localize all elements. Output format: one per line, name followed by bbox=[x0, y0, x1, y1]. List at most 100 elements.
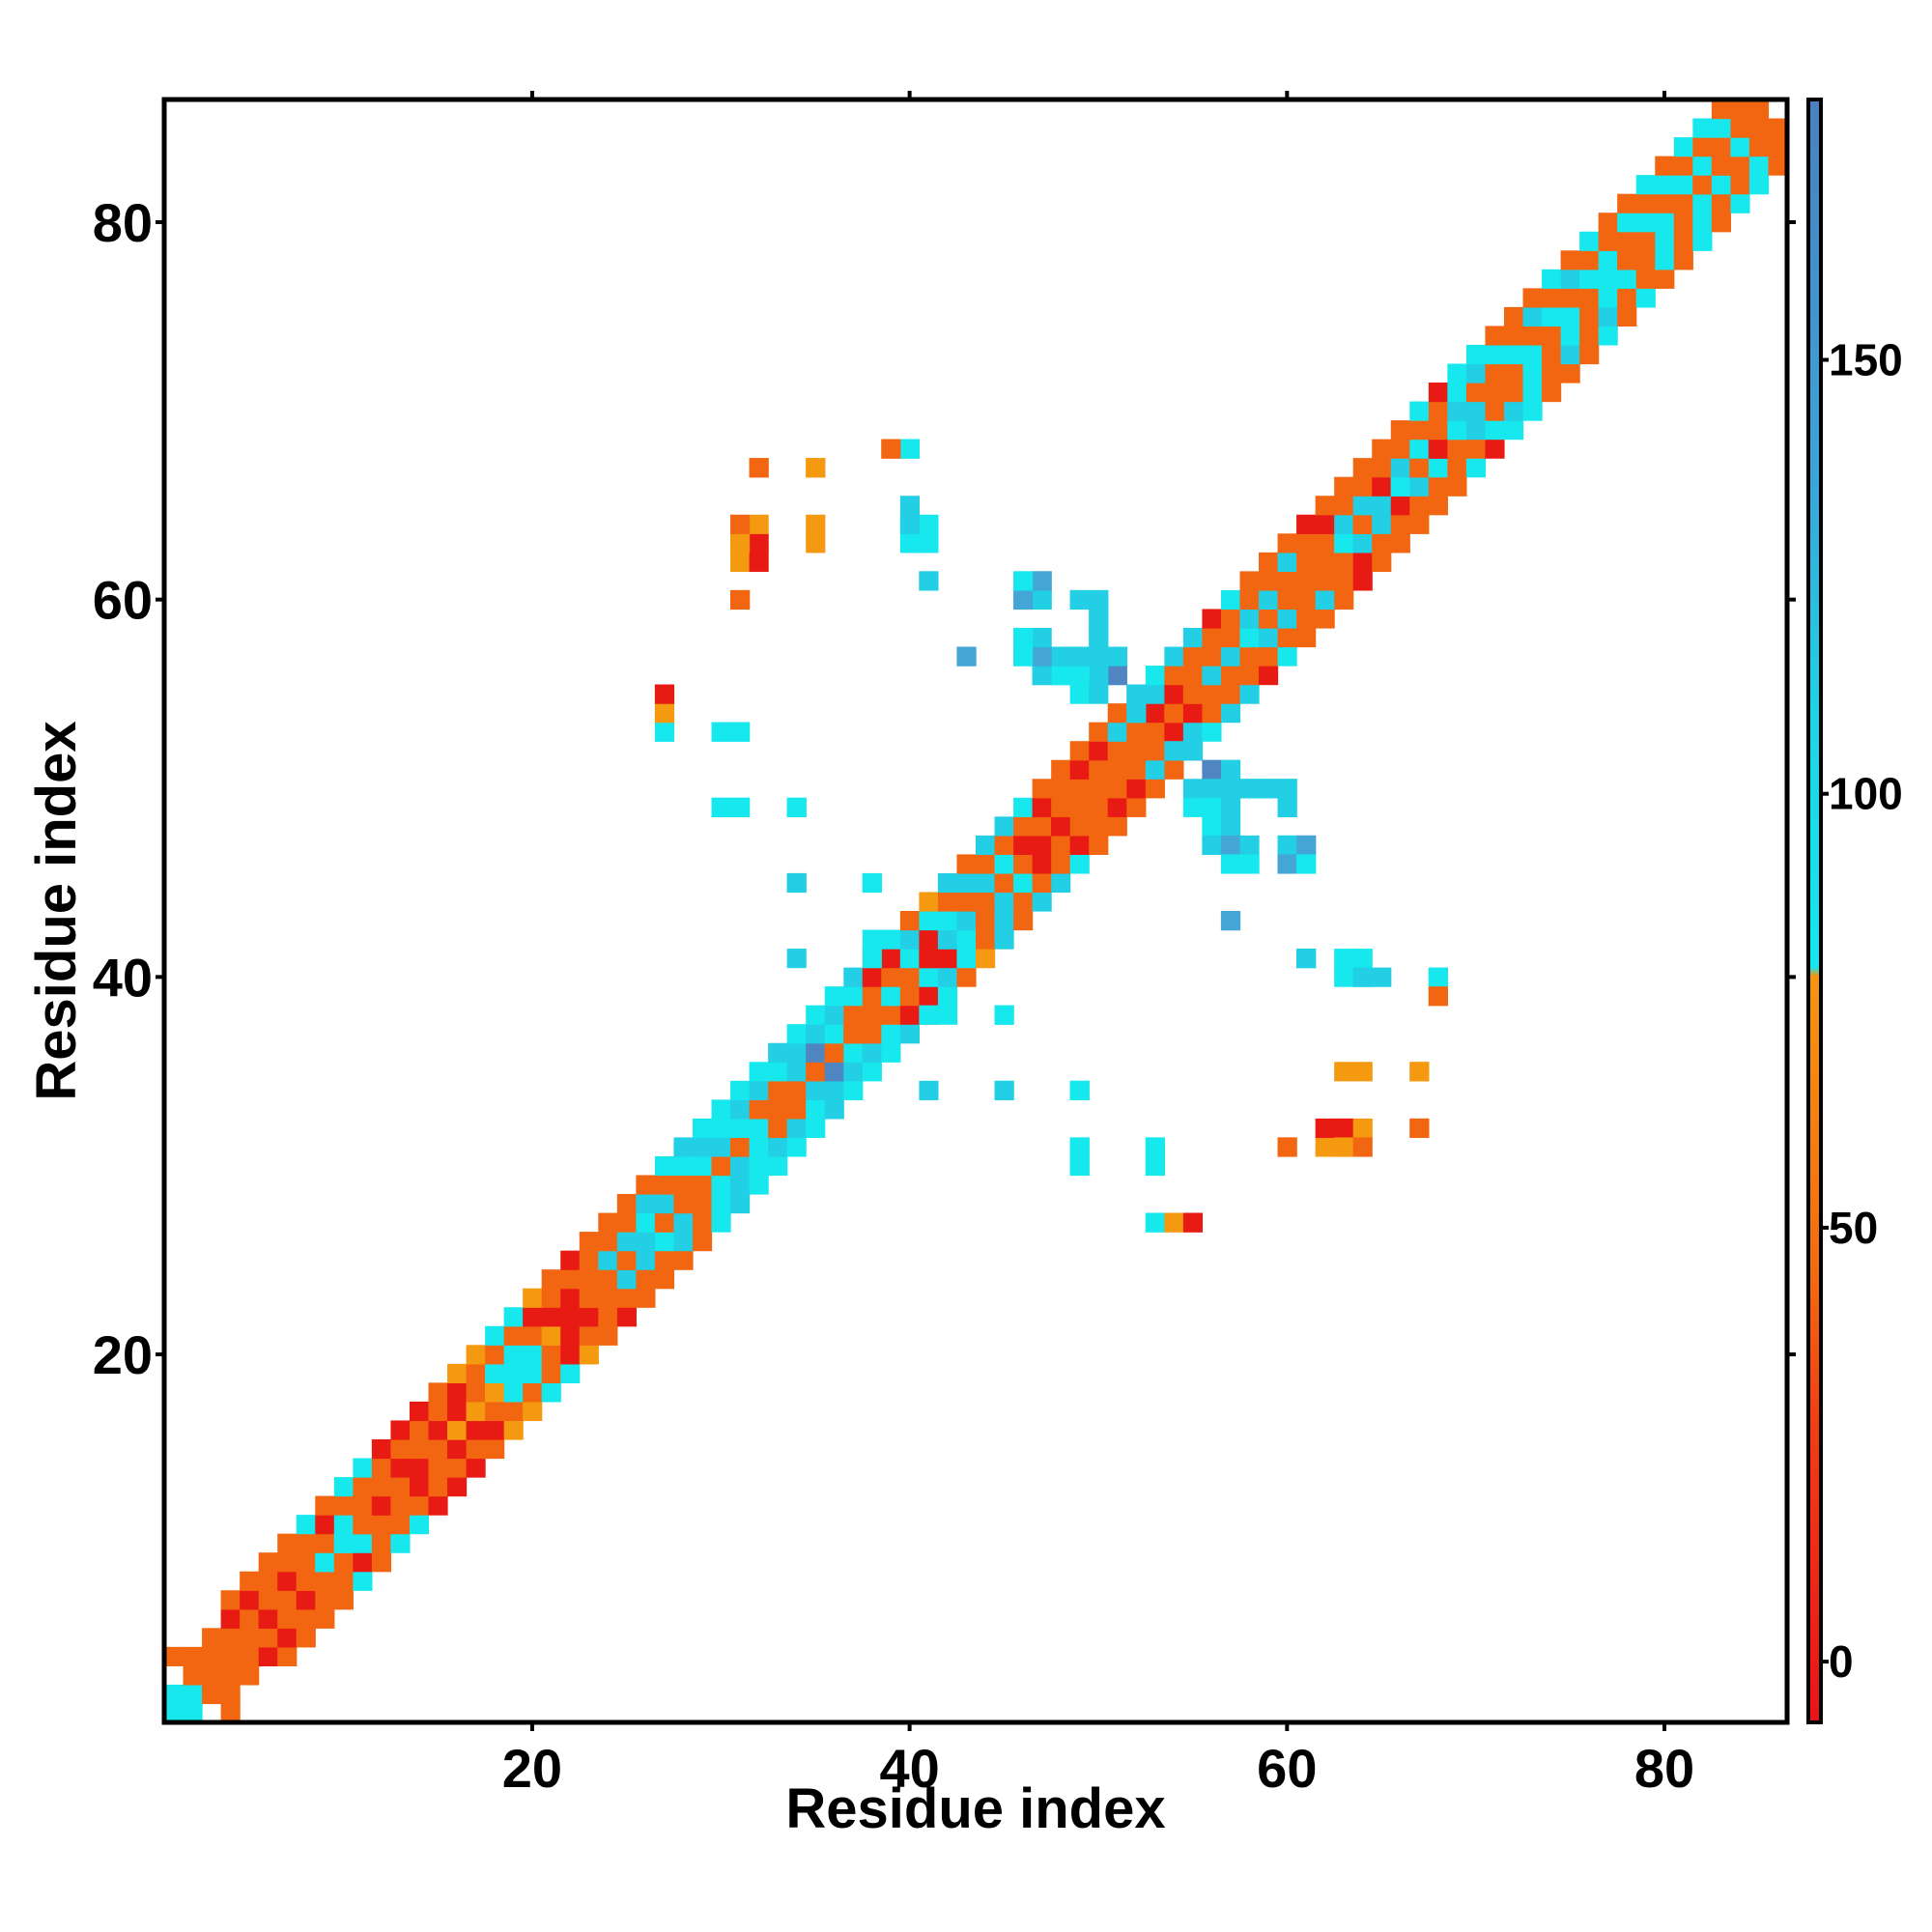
heatmap-cell bbox=[1372, 967, 1392, 987]
heatmap-cell bbox=[1089, 609, 1109, 629]
heatmap-cell bbox=[1768, 156, 1788, 176]
heatmap-cell bbox=[1069, 854, 1090, 874]
heatmap-cell bbox=[258, 1608, 278, 1629]
heatmap-cell bbox=[1182, 1212, 1204, 1233]
heatmap-cell bbox=[1277, 533, 1297, 554]
heatmap-cell bbox=[711, 1175, 731, 1195]
heatmap-cell bbox=[786, 1062, 807, 1082]
heatmap-cell bbox=[409, 1495, 430, 1516]
heatmap-cell bbox=[654, 1194, 675, 1214]
heatmap-cell bbox=[1277, 1137, 1297, 1157]
heatmap-cell bbox=[409, 1477, 430, 1497]
heatmap-cell bbox=[277, 1646, 298, 1666]
heatmap-cell bbox=[277, 1628, 298, 1648]
heatmap-cell bbox=[1051, 854, 1071, 874]
heatmap-cell bbox=[1711, 213, 1731, 233]
heatmap-cell bbox=[1372, 533, 1392, 554]
heatmap-cell bbox=[1617, 213, 1637, 233]
heatmap-cell bbox=[1655, 269, 1675, 289]
heatmap-cell bbox=[503, 1307, 524, 1327]
heatmap-cell bbox=[1352, 967, 1373, 987]
heatmap-cell bbox=[1730, 137, 1750, 157]
heatmap-cell bbox=[1522, 326, 1543, 346]
heatmap-cell bbox=[1277, 609, 1297, 629]
heatmap-cell bbox=[1409, 401, 1430, 421]
heatmap-cell bbox=[1428, 496, 1448, 516]
heatmap-cell bbox=[749, 1118, 769, 1139]
heatmap-cell bbox=[598, 1212, 618, 1233]
heatmap-cell bbox=[1711, 137, 1731, 157]
heatmap-cell bbox=[1277, 627, 1297, 648]
heatmap-cell bbox=[1220, 816, 1241, 837]
heatmap-cell bbox=[749, 458, 769, 478]
heatmap-cell bbox=[1032, 779, 1052, 799]
heatmap-cell bbox=[1372, 476, 1392, 497]
heatmap-cell bbox=[899, 911, 920, 931]
heatmap-cell bbox=[1220, 911, 1241, 931]
heatmap-cell bbox=[1390, 476, 1410, 497]
heatmap-cell bbox=[466, 1401, 486, 1422]
heatmap-cell bbox=[1352, 1118, 1373, 1139]
heatmap-cell bbox=[1182, 684, 1204, 704]
heatmap-cell bbox=[1409, 458, 1430, 478]
heatmap-cell bbox=[560, 1307, 581, 1327]
heatmap-cell bbox=[1372, 514, 1392, 534]
heatmap-cell bbox=[636, 1250, 656, 1270]
heatmap-cell bbox=[447, 1363, 468, 1383]
heatmap-cell bbox=[1635, 231, 1656, 251]
heatmap-cell bbox=[919, 967, 939, 987]
heatmap-cell bbox=[1372, 496, 1392, 516]
heatmap-cell bbox=[1692, 137, 1713, 157]
heatmap-cell bbox=[1315, 533, 1335, 554]
heatmap-cell bbox=[1032, 816, 1052, 837]
heatmap-cell bbox=[654, 1232, 675, 1252]
heatmap-cell bbox=[1032, 666, 1052, 686]
heatmap-cell bbox=[1277, 552, 1297, 572]
heatmap-cell bbox=[654, 722, 675, 742]
heatmap-cell bbox=[1202, 684, 1222, 704]
heatmap-cell bbox=[768, 1099, 788, 1120]
heatmap-cell bbox=[1352, 496, 1373, 516]
heatmap-cell bbox=[1089, 627, 1109, 648]
heatmap-cell bbox=[1542, 383, 1562, 403]
heatmap-cell bbox=[768, 1155, 788, 1177]
heatmap-cell bbox=[1069, 684, 1090, 704]
heatmap-cell bbox=[1503, 363, 1524, 384]
heatmap-cell bbox=[1202, 759, 1222, 780]
heatmap-cell bbox=[523, 1288, 543, 1308]
heatmap-cell bbox=[1655, 156, 1675, 176]
heatmap-cell bbox=[919, 514, 939, 534]
heatmap-cell bbox=[937, 986, 958, 1007]
heatmap-cell bbox=[616, 1288, 637, 1308]
heatmap-cell bbox=[730, 1175, 751, 1195]
heatmap-cell bbox=[1768, 137, 1788, 157]
heatmap-cell bbox=[598, 1250, 618, 1270]
heatmap-cell bbox=[1542, 269, 1562, 289]
heatmap-cell bbox=[1409, 439, 1430, 459]
heatmap-cell bbox=[428, 1495, 448, 1516]
heatmap-cell bbox=[1220, 759, 1241, 780]
colorbar-ticks: 0 50 100 150 bbox=[1821, 335, 1903, 1687]
heatmap-cell bbox=[1202, 609, 1222, 629]
heatmap-cell bbox=[711, 1099, 731, 1120]
heatmap-cell bbox=[447, 1420, 468, 1440]
heatmap-cell bbox=[919, 571, 939, 591]
heatmap-cell bbox=[1296, 533, 1317, 554]
heatmap-cell bbox=[1428, 383, 1448, 403]
heatmap-cell bbox=[824, 1005, 844, 1025]
heatmap-cell bbox=[296, 1515, 316, 1535]
heatmap-cell bbox=[1730, 156, 1750, 176]
heatmap-cell bbox=[1598, 269, 1618, 289]
heatmap-cell bbox=[409, 1401, 430, 1422]
heatmap-cell bbox=[333, 1515, 354, 1535]
heatmap-cell bbox=[976, 929, 996, 950]
heatmap-cell bbox=[1069, 779, 1090, 799]
heatmap-cell bbox=[1013, 589, 1034, 611]
heatmap-cell bbox=[730, 1118, 751, 1139]
heatmap-cell bbox=[1182, 666, 1204, 686]
heatmap-cell bbox=[1239, 835, 1260, 855]
heatmap-cell bbox=[673, 1194, 694, 1214]
heatmap-cell bbox=[315, 1495, 335, 1516]
heatmap-cell bbox=[598, 1288, 618, 1308]
heatmap-cell bbox=[1352, 533, 1373, 554]
